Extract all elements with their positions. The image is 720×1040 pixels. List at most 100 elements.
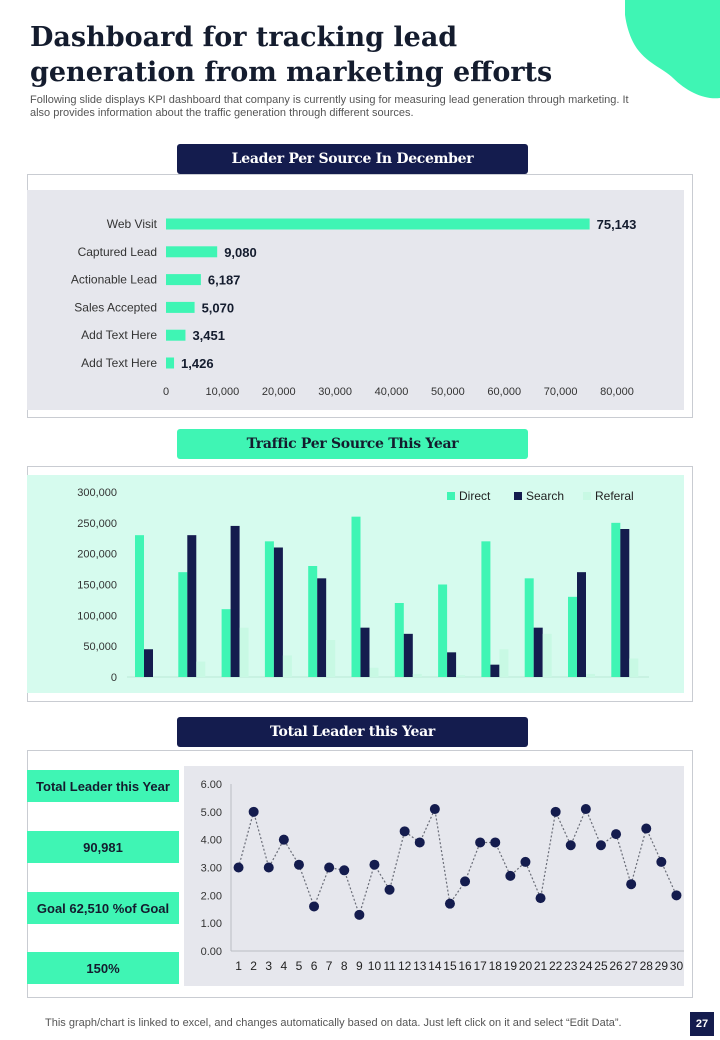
traffic-bar-search xyxy=(144,649,153,677)
traffic-bar-direct xyxy=(308,566,318,677)
traffic-bar-search xyxy=(620,529,630,677)
leads-value-label: 5,070 xyxy=(202,300,235,315)
daily-chart-frame xyxy=(27,750,693,998)
daily-chart-panel xyxy=(184,766,684,986)
leads-bar xyxy=(166,301,195,313)
kpi-label-box: Total Leader this Year xyxy=(27,770,179,802)
traffic-bar-referal xyxy=(369,667,379,677)
leads-x-tick-label: 40,000 xyxy=(375,386,409,398)
traffic-bar-search xyxy=(187,535,197,677)
daily-x-tick-label: 23 xyxy=(564,959,578,973)
traffic-bar-referal xyxy=(629,658,639,677)
daily-y-tick-label: 1.00 xyxy=(201,918,222,930)
daily-x-tick-label: 8 xyxy=(341,959,348,973)
traffic-y-tick-label: 0 xyxy=(111,672,117,684)
leads-bar xyxy=(166,357,175,369)
leads-value-label: 75,143 xyxy=(597,217,637,232)
daily-data-point xyxy=(248,806,259,817)
leads-x-tick-label: 60,000 xyxy=(487,386,521,398)
daily-y-tick-label: 4.00 xyxy=(201,835,222,847)
daily-x-tick-label: 7 xyxy=(326,959,333,973)
daily-y-tick-label: 3.00 xyxy=(201,863,222,875)
daily-data-point xyxy=(460,876,471,887)
kpi-goal-box: Goal 62,510 %of Goal xyxy=(27,892,179,924)
traffic-bar-search xyxy=(533,627,543,677)
traffic-bar-referal xyxy=(196,661,206,677)
traffic-bar-search xyxy=(490,664,500,677)
traffic-bar-direct xyxy=(178,572,188,677)
daily-data-point xyxy=(626,879,637,890)
daily-data-point xyxy=(278,834,289,845)
daily-x-tick-label: 15 xyxy=(443,959,457,973)
daily-data-point xyxy=(490,837,501,848)
decorative-blob xyxy=(625,0,720,99)
leads-bar xyxy=(166,218,590,230)
traffic-legend-label-referal: Referal xyxy=(595,489,634,503)
daily-data-point xyxy=(429,804,440,815)
leads-x-tick-label: 80,000 xyxy=(600,386,634,398)
daily-data-point xyxy=(444,898,455,909)
traffic-bar-search xyxy=(403,633,413,677)
traffic-legend-label-direct: Direct xyxy=(459,489,491,503)
daily-x-tick-label: 17 xyxy=(473,959,487,973)
leads-x-tick-label: 50,000 xyxy=(431,386,465,398)
daily-series-line xyxy=(237,807,677,917)
traffic-legend-swatch-search xyxy=(514,492,522,500)
leads-category-label: Captured Lead xyxy=(78,245,157,259)
daily-x-tick-label: 27 xyxy=(624,959,638,973)
leads-x-tick-label: 30,000 xyxy=(318,386,352,398)
leads-x-tick-label: 20,000 xyxy=(262,386,296,398)
traffic-legend-label-search: Search xyxy=(526,489,564,503)
traffic-bar-search xyxy=(447,652,457,677)
daily-x-tick-label: 5 xyxy=(296,959,303,973)
traffic-bar-direct xyxy=(351,516,361,677)
daily-data-point xyxy=(671,890,682,901)
daily-x-tick-label: 11 xyxy=(383,959,396,973)
daily-x-tick-label: 14 xyxy=(428,959,442,973)
daily-y-tick-label: 6.00 xyxy=(201,779,222,791)
daily-x-tick-label: 18 xyxy=(489,959,503,973)
leads-bar xyxy=(166,274,201,286)
leads-bar xyxy=(166,329,186,341)
daily-x-tick-label: 24 xyxy=(579,959,593,973)
traffic-bar-referal xyxy=(586,673,595,677)
traffic-bar-direct xyxy=(394,603,404,677)
leads-value-label: 9,080 xyxy=(224,245,257,260)
leads-section-header: Leader Per Source In December xyxy=(177,144,528,174)
traffic-y-tick-label: 100,000 xyxy=(77,610,117,622)
traffic-section-header: Traffic Per Source This Year xyxy=(177,429,528,459)
daily-x-tick-label: 3 xyxy=(265,959,272,973)
footer-note: This graph/chart is linked to excel, and… xyxy=(45,1017,622,1029)
daily-data-point xyxy=(293,859,304,870)
traffic-bar-referal xyxy=(456,675,466,677)
daily-data-point xyxy=(475,837,486,848)
daily-y-tick-label: 5.00 xyxy=(201,807,222,819)
leads-value-label: 6,187 xyxy=(208,273,241,288)
leads-category-label: Web Visit xyxy=(107,217,158,231)
traffic-bar-referal xyxy=(412,673,422,677)
daily-data-point xyxy=(414,837,425,848)
traffic-legend-swatch-direct xyxy=(447,492,455,500)
traffic-bar-direct xyxy=(524,578,534,677)
leads-category-label: Add Text Here xyxy=(81,356,157,370)
traffic-y-tick-label: 50,000 xyxy=(83,641,117,653)
leads-bar-chart: Web Visit 75,143 Captured Lead 9,080 Actiona… xyxy=(71,217,637,398)
traffic-bar-direct xyxy=(264,541,274,677)
daily-x-tick-label: 29 xyxy=(655,959,669,973)
daily-data-point xyxy=(656,856,667,867)
traffic-bar-referal xyxy=(239,627,249,677)
traffic-bar-referal xyxy=(542,633,552,677)
traffic-bar-referal xyxy=(499,649,509,677)
daily-x-tick-label: 25 xyxy=(594,959,608,973)
leads-x-tick-label: 0 xyxy=(163,386,169,398)
leads-x-tick-label: 10,000 xyxy=(206,386,240,398)
daily-x-tick-label: 30 xyxy=(670,959,684,973)
daily-data-point xyxy=(535,893,546,904)
daily-data-point xyxy=(369,859,380,870)
leads-value-label: 1,426 xyxy=(181,356,214,371)
daily-data-point xyxy=(565,840,576,851)
leads-value-label: 3,451 xyxy=(192,328,225,343)
daily-data-point xyxy=(399,826,410,837)
daily-x-tick-label: 21 xyxy=(534,959,548,973)
traffic-bar-direct xyxy=(438,584,448,677)
